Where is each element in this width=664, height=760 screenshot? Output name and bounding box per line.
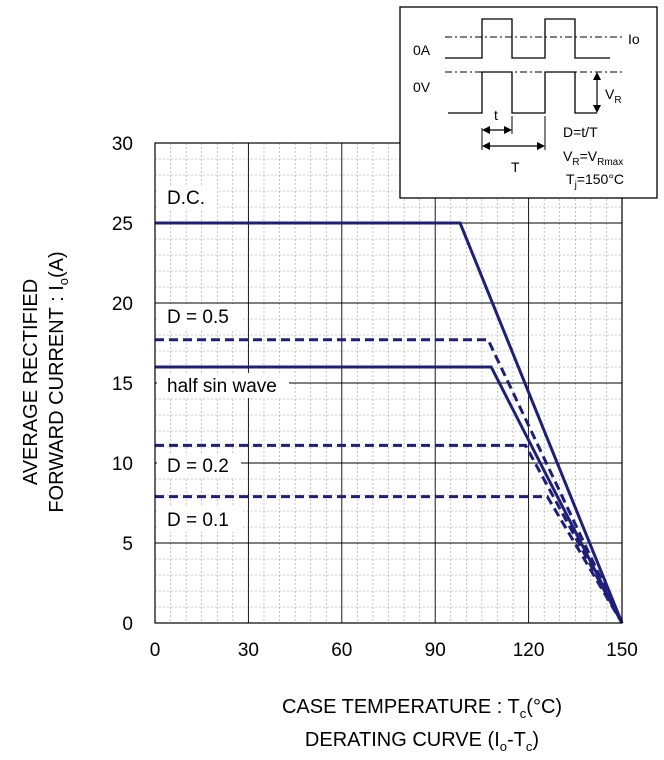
x-tick-label: 30 (238, 640, 259, 661)
vr-arrow-head-down (593, 105, 601, 113)
series-label: half sin wave (167, 376, 277, 397)
x-tick-label: 120 (513, 640, 545, 661)
inset-eq-vr: VR=VRmax (563, 148, 623, 168)
inset-label-period: T (511, 159, 520, 175)
y-axis-title-line2: FORWARD CURRENT : Io(A) (46, 251, 71, 512)
y-axis-title-unit: (A) (46, 251, 68, 278)
x-tick-label: 150 (606, 640, 638, 661)
plot-frame (154, 142, 623, 624)
x-axis-title-main: CASE TEMPERATURE : T (282, 696, 520, 718)
series-lines (155, 221, 624, 624)
inset-eq-vr-sub1: R (572, 157, 579, 168)
inset-eq-tj-end: =150°C (577, 171, 624, 187)
series-line (155, 365, 624, 624)
inset-vr-sub: R (614, 95, 621, 106)
x-axis-title-unit: (°C) (526, 696, 562, 718)
chart-caption: DERATING CURVE (Io-Tc) (305, 729, 539, 754)
inset-eq-vr-main: V (563, 148, 573, 164)
inset-eq-vr-mid: =V (580, 148, 598, 164)
x-axis-title-sub: c (520, 706, 527, 721)
inset-label-0v: 0V (413, 79, 431, 95)
y-tick-label: 5 (122, 534, 133, 555)
series-line (155, 221, 624, 624)
series-label: D = 0.5 (167, 307, 229, 328)
series-label-backing (157, 304, 241, 329)
y-tick-label: 10 (112, 454, 133, 475)
inset-eq-duty: D=t/T (563, 124, 598, 140)
x-tick-label: 60 (331, 640, 352, 661)
inset-label-vr: VR (605, 86, 622, 106)
period-arrow-head-right (537, 142, 545, 150)
tick-labels: 0 30 60 90 120 150 0 5 10 15 20 25 30 (112, 134, 638, 661)
inset-label-io: Io (628, 31, 640, 47)
inset-eq-vr-sub2: Rmax (597, 157, 623, 168)
vr-arrow-head-up (593, 72, 601, 80)
series-label-backing (157, 373, 289, 398)
inset-eq-tj-main: T (566, 171, 575, 187)
caption-main: DERATING CURVE (I (305, 729, 500, 751)
series-label-backing (157, 453, 241, 478)
caption-end: ) (532, 729, 539, 751)
y-tick-label: 15 (112, 374, 133, 395)
y-axis-title-main: FORWARD CURRENT : I (46, 285, 68, 512)
series-label: D.C. (167, 188, 205, 209)
voltage-waveform (448, 71, 597, 114)
caption-mid: -T (507, 729, 526, 751)
series-labels: D.C. D = 0.5 half sin wave D = 0.2 D = 0.1 (157, 185, 289, 532)
y-tick-label: 25 (112, 214, 133, 235)
inset-label-t: t (494, 107, 498, 123)
series-label: D = 0.2 (167, 456, 229, 477)
series-label-backing (157, 185, 217, 210)
y-tick-label: 30 (112, 134, 133, 155)
current-waveform (445, 18, 610, 59)
series-label-backing (157, 507, 241, 532)
inset-vr-main: V (605, 86, 615, 102)
t-arrow-head-left (482, 126, 490, 134)
x-axis-title: CASE TEMPERATURE : Tc(°C) (282, 696, 562, 721)
caption-sub1: o (500, 739, 507, 754)
series-line (155, 495, 624, 624)
series-line (155, 443, 624, 624)
y-axis-title-sub: o (56, 278, 71, 285)
waveform-inset: Io 0A 0V VR t T D=t/T VR=VRmax Tj=150°C (399, 6, 658, 199)
x-tick-label: 90 (425, 640, 446, 661)
t-arrow-head-right (504, 126, 512, 134)
inset-frame (399, 6, 658, 199)
inset-eq-tj: Tj=150°C (566, 171, 624, 191)
x-tick-label: 0 (150, 640, 161, 661)
y-tick-label: 20 (112, 294, 133, 315)
inset-label-0a: 0A (413, 42, 431, 58)
caption-sub2: c (526, 739, 533, 754)
inset-eq-tj-sub: j (574, 180, 577, 191)
period-arrow-head-left (482, 142, 490, 150)
series-label: D = 0.1 (167, 510, 229, 531)
y-tick-label: 0 (122, 614, 133, 635)
y-axis-title-line1: AVERAGE RECTIFIED (20, 279, 42, 485)
